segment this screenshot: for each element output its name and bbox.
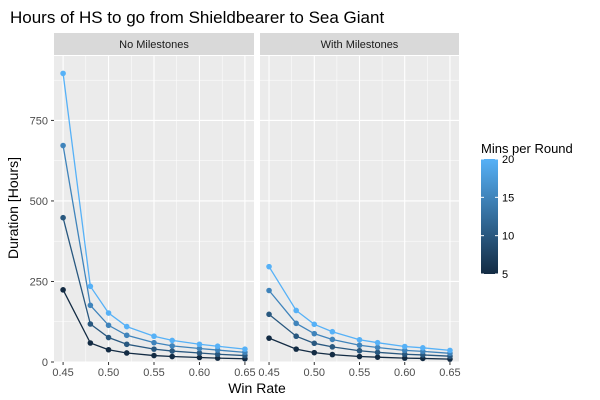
data-point (266, 263, 272, 270)
data-point (293, 333, 299, 340)
data-point (169, 337, 175, 344)
data-point (169, 343, 175, 349)
colorbar-label: 10 (502, 231, 514, 243)
data-point (214, 347, 221, 353)
data-point (60, 142, 66, 149)
data-point (151, 352, 157, 359)
data-point (401, 351, 408, 358)
y-axis-title: Duration [Hours] (5, 157, 21, 259)
data-point (311, 349, 318, 356)
y-tick-label: 0 (42, 357, 48, 369)
data-point (60, 287, 66, 293)
data-point (374, 339, 381, 346)
data-point (87, 321, 94, 327)
data-point (374, 354, 381, 360)
data-point (401, 347, 408, 354)
chart-title: Hours of HS to go from Shieldbearer to S… (10, 8, 384, 27)
data-point (293, 320, 299, 327)
y-tick-label: 250 (30, 276, 48, 288)
data-point (151, 346, 157, 352)
data-point (214, 355, 221, 361)
data-point (420, 345, 426, 351)
y-tick-label: 750 (30, 115, 48, 127)
data-point (293, 307, 299, 314)
strip-background (54, 33, 254, 55)
legend: Mins per Round 5 10 15 20 (481, 141, 573, 281)
data-point (169, 353, 175, 360)
data-point (105, 346, 112, 353)
data-point (151, 333, 157, 340)
data-point (356, 342, 363, 349)
x-tick-label: 0.55 (143, 367, 164, 379)
data-point (60, 214, 66, 221)
data-point (196, 350, 203, 356)
data-point (196, 341, 203, 348)
x-tick-label: 0.65 (439, 367, 460, 379)
data-point (87, 302, 94, 309)
x-tick-label: 0.50 (304, 367, 325, 379)
data-point (266, 287, 272, 294)
data-point (123, 350, 130, 356)
data-point (123, 323, 130, 330)
strip-label: No Milestones (119, 39, 189, 51)
data-point (356, 353, 363, 360)
colorbar-label: 5 (502, 269, 508, 281)
x-tick-label: 0.60 (394, 367, 415, 379)
data-point (356, 336, 363, 343)
y-tick-label: 500 (30, 196, 48, 208)
data-point (87, 283, 94, 290)
panel-1: No Milestones 0.45 0.50 0.55 0.60 0.65 0 250 500… (30, 33, 256, 379)
data-point (214, 351, 221, 358)
data-point (266, 335, 272, 341)
x-tick-label: 0.65 (234, 367, 255, 379)
data-point (356, 347, 363, 354)
strip-background (260, 33, 459, 55)
panels: No Milestones 0.45 0.50 0.55 0.60 0.65 0 250 500… (30, 33, 461, 379)
data-point (169, 348, 175, 354)
data-point (447, 347, 453, 354)
data-point (123, 332, 130, 339)
data-point (214, 343, 221, 350)
colorbar (481, 159, 498, 274)
data-point (123, 341, 130, 348)
data-point (60, 70, 66, 77)
data-point (105, 322, 112, 329)
data-point (311, 321, 318, 328)
data-point (196, 345, 203, 352)
data-point (105, 310, 112, 316)
x-tick-label: 0.60 (189, 367, 210, 379)
data-point (87, 340, 94, 346)
data-point (329, 351, 336, 358)
data-point (374, 349, 381, 356)
colorbar-label: 15 (502, 192, 514, 204)
data-point (311, 340, 318, 347)
data-point (401, 343, 408, 350)
x-tick-label: 0.45 (52, 367, 73, 379)
data-point (329, 344, 336, 350)
legend-title: Mins per Round (481, 141, 573, 156)
data-point (196, 354, 203, 361)
x-axis-title: Win Rate (228, 380, 286, 396)
data-point (374, 344, 381, 351)
data-point (105, 334, 112, 341)
x-tick-label: 0.55 (349, 367, 370, 379)
data-point (242, 346, 248, 352)
x-tick-label: 0.45 (258, 367, 279, 379)
data-point (311, 330, 318, 337)
data-point (266, 311, 272, 318)
data-point (329, 336, 336, 343)
x-tick-label: 0.50 (98, 367, 119, 379)
data-point (329, 328, 336, 335)
data-point (293, 346, 299, 352)
strip-label: With Milestones (321, 39, 399, 51)
panel-2: With Milestones 0.45 0.50 0.55 0.60 0.65 (258, 33, 461, 379)
data-point (151, 339, 157, 346)
data-point (401, 355, 408, 361)
colorbar-label: 20 (502, 154, 514, 166)
